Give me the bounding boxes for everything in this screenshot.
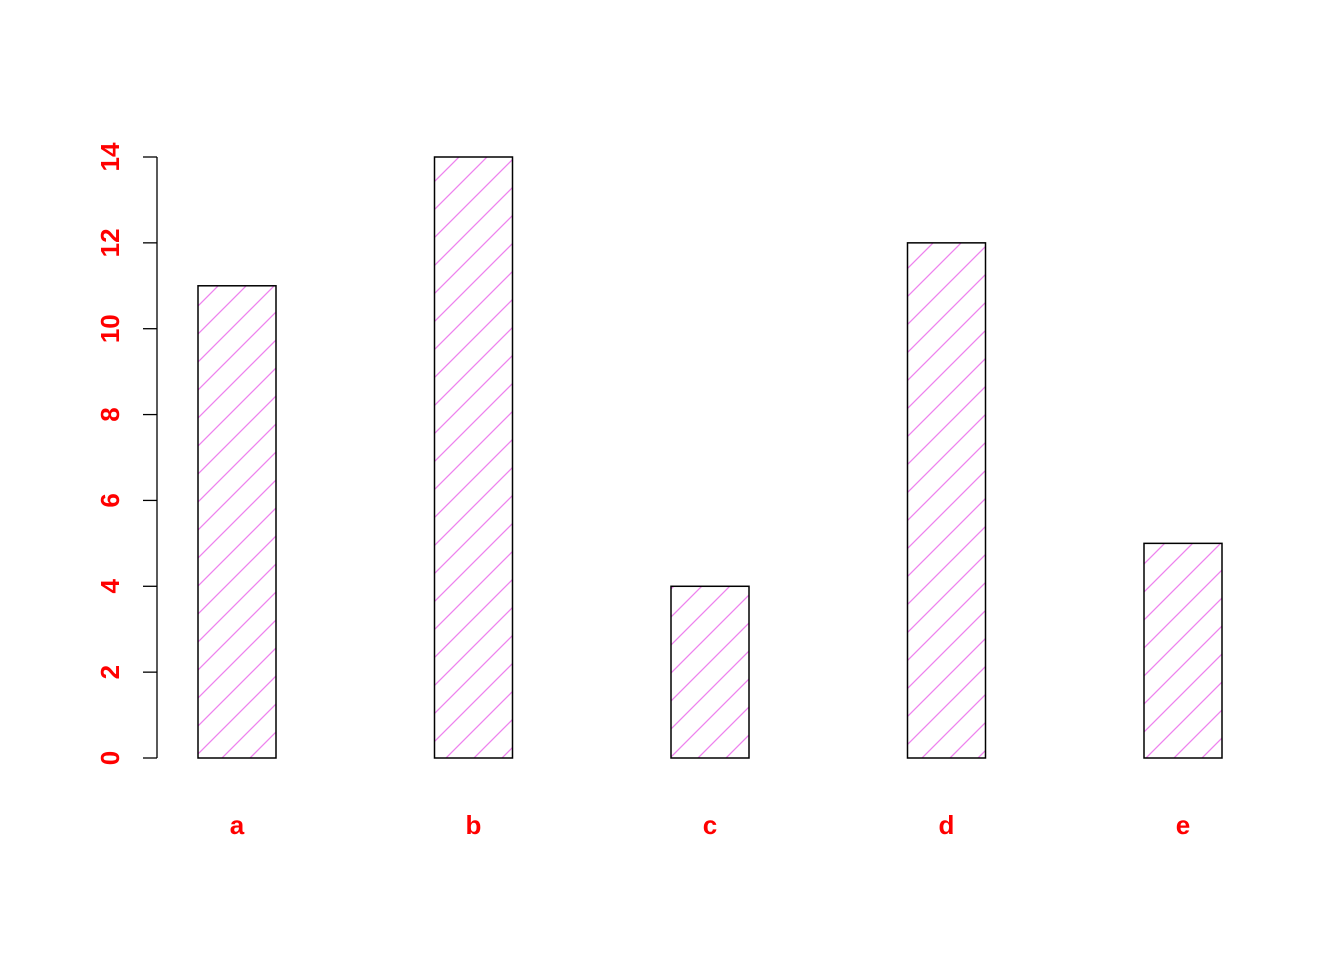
y-axis: 0 2 4 6 8 10 12 14 [95, 142, 158, 765]
bars [197, 156, 1223, 759]
bar-a [197, 285, 277, 759]
y-tick-label: 14 [95, 142, 125, 171]
y-tick-label: 10 [95, 314, 125, 343]
y-tick-label: 12 [95, 228, 125, 257]
x-tick-label: c [703, 810, 717, 840]
bar-b [433, 156, 514, 759]
bar-d [906, 242, 987, 759]
x-tick-label: a [230, 810, 245, 840]
y-tick-label: 6 [95, 493, 125, 507]
x-axis-labels: a b c d e [230, 810, 1190, 840]
bar-c [670, 585, 750, 759]
y-tick-label: 4 [95, 579, 125, 594]
x-tick-label: b [466, 810, 482, 840]
bar-e [1143, 542, 1223, 759]
y-tick-label: 0 [95, 751, 125, 765]
x-tick-label: e [1176, 810, 1190, 840]
y-tick-label: 8 [95, 407, 125, 421]
x-tick-label: d [939, 810, 955, 840]
y-tick-label: 2 [95, 665, 125, 679]
